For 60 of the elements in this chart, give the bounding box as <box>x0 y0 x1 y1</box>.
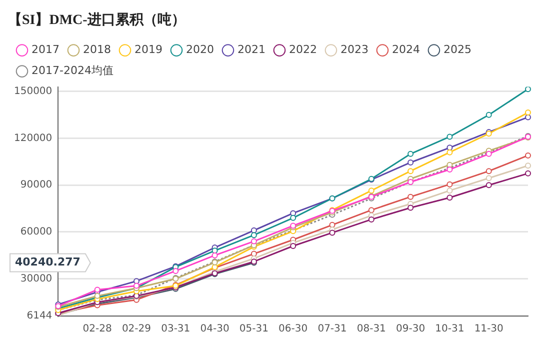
point <box>446 134 453 140</box>
point <box>250 232 257 238</box>
legend-label: 2021 <box>237 43 266 56</box>
y-tick-label: 120000 <box>14 132 52 144</box>
y-tick-label: 6144 <box>26 310 52 322</box>
point <box>486 112 492 118</box>
point <box>525 152 531 158</box>
legend-label: 2017 <box>32 43 60 56</box>
annotation: 40240.277 <box>15 256 80 269</box>
legend-label: 2019 <box>134 43 162 56</box>
point <box>486 175 492 182</box>
point <box>408 194 414 200</box>
y-tick-label: 150000 <box>14 86 52 98</box>
x-tick-label: 02-29 <box>122 324 152 335</box>
x-tick-label: 08-31 <box>356 324 386 335</box>
point <box>408 150 414 157</box>
x-tick-label: 10-31 <box>435 324 464 335</box>
point <box>133 282 140 289</box>
point <box>525 170 531 176</box>
legend-label: 2020 <box>186 43 214 56</box>
y-tick-label: 30000 <box>20 273 52 284</box>
point <box>212 252 218 258</box>
point <box>250 238 257 244</box>
x-tick-label: 07-31 <box>318 324 347 335</box>
point <box>446 188 453 194</box>
x-tick-label: 11-30 <box>474 324 504 335</box>
point <box>408 168 414 174</box>
legend-label: 2017-2024均值 <box>32 64 114 78</box>
point <box>94 286 100 293</box>
y-tick-label: 90000 <box>20 180 52 191</box>
point <box>172 268 179 274</box>
point <box>446 181 453 188</box>
x-tick-label: 06-30 <box>278 324 308 335</box>
x-tick-label: 03-31 <box>161 324 190 335</box>
legend-label: 2024 <box>392 43 420 56</box>
point <box>446 194 453 201</box>
point <box>446 149 453 156</box>
y-tick-label: 60000 <box>20 226 52 238</box>
point <box>368 188 374 194</box>
point <box>290 242 296 249</box>
point <box>486 182 492 188</box>
legend-label: 2018 <box>82 43 111 56</box>
point <box>525 162 531 169</box>
x-tick-label: 04-30 <box>200 324 230 335</box>
x-tick-label: 05-31 <box>239 324 268 335</box>
point <box>486 168 492 174</box>
point <box>408 204 414 211</box>
point <box>525 86 531 92</box>
x-tick-label: 09-30 <box>396 324 426 335</box>
legend-label: 2025 <box>443 43 472 56</box>
point <box>368 216 374 222</box>
legend-label: 2022 <box>288 43 317 56</box>
point <box>329 230 336 236</box>
point <box>290 214 296 221</box>
chart-title: 【SI】DMC-进口累积（吨） <box>8 12 186 28</box>
point <box>408 159 414 166</box>
x-tick-label: 02-28 <box>82 324 112 335</box>
point <box>525 110 531 116</box>
legend-label: 2023 <box>340 43 368 56</box>
point <box>368 207 374 214</box>
